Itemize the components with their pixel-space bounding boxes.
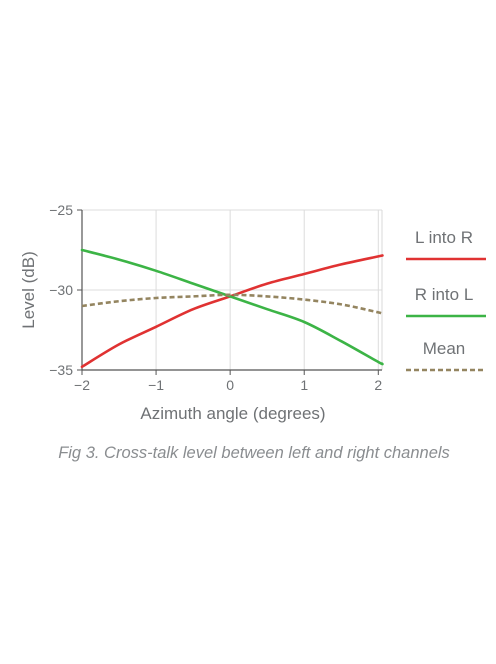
x-tick-label: 1 [300, 377, 308, 393]
legend-label-l-into-r: L into R [415, 228, 473, 247]
legend: L into R R into L Mean [406, 228, 486, 372]
series-lines [80, 248, 384, 369]
x-tick-label: 0 [226, 377, 234, 393]
y-tick-label: −30 [49, 282, 73, 298]
grid-lines [81, 209, 383, 371]
series-line-mean [81, 293, 384, 316]
x-axis-title: Azimuth angle (degrees) [140, 404, 325, 423]
y-tick-label: −25 [49, 202, 73, 218]
series-line-r-into-l [80, 248, 384, 366]
legend-label-r-into-l: R into L [415, 285, 474, 304]
series-line-l-into-r [80, 254, 384, 369]
tick-labels: −2 −1 0 1 2 −25 −30 −35 [49, 202, 382, 393]
x-tick-label: 2 [374, 377, 382, 393]
y-tick-label: −35 [49, 362, 73, 378]
x-tick-label: −1 [148, 377, 164, 393]
figure-caption: Fig 3. Cross-talk level between left and… [58, 444, 450, 462]
y-axis-title: Level (dB) [19, 251, 38, 328]
chart-axes [77, 209, 382, 375]
x-tick-label: −2 [74, 377, 90, 393]
legend-label-mean: Mean [423, 339, 466, 358]
